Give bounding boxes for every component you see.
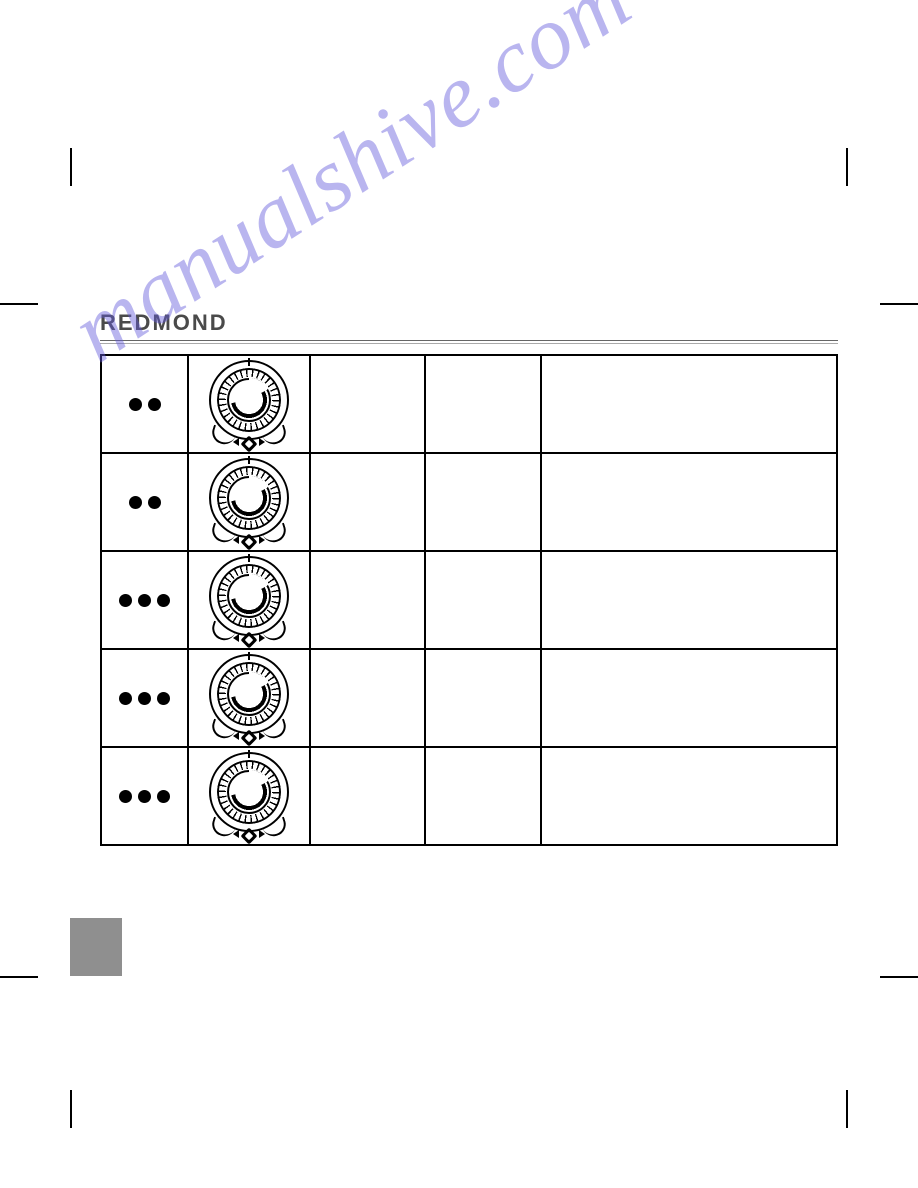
- dial-cell: [188, 453, 310, 551]
- level-dots-cell: [101, 747, 188, 845]
- empty-cell: [541, 747, 837, 845]
- dot-icon: [119, 692, 132, 705]
- level-dots-cell: [101, 649, 188, 747]
- level-indicator: [102, 594, 187, 607]
- brand-logo-text: REDMOND: [100, 310, 838, 336]
- rotary-dial-icon: [199, 750, 299, 842]
- crop-mark: [846, 148, 848, 186]
- dot-icon: [119, 790, 132, 803]
- empty-cell: [425, 649, 541, 747]
- dial-cell: [188, 355, 310, 453]
- level-indicator: [102, 790, 187, 803]
- rotary-dial-icon: [199, 554, 299, 646]
- page-content: REDMOND: [80, 310, 838, 846]
- empty-cell: [425, 355, 541, 453]
- page-number-block: [70, 918, 122, 976]
- level-dots-cell: [101, 355, 188, 453]
- crop-mark: [880, 303, 918, 305]
- empty-cell: [541, 453, 837, 551]
- empty-cell: [425, 453, 541, 551]
- empty-cell: [541, 551, 837, 649]
- empty-cell: [425, 551, 541, 649]
- dot-icon: [157, 594, 170, 607]
- dot-icon: [157, 790, 170, 803]
- empty-cell: [310, 453, 426, 551]
- empty-cell: [310, 649, 426, 747]
- empty-cell: [310, 355, 426, 453]
- empty-cell: [310, 551, 426, 649]
- dot-icon: [129, 398, 142, 411]
- crop-mark: [70, 1090, 72, 1128]
- rotary-dial-icon: [199, 652, 299, 744]
- crop-mark: [70, 148, 72, 186]
- level-indicator: [102, 692, 187, 705]
- dot-icon: [157, 692, 170, 705]
- empty-cell: [541, 355, 837, 453]
- level-dots-cell: [101, 551, 188, 649]
- rotary-dial-icon: [199, 358, 299, 450]
- table-row: [101, 551, 837, 649]
- dot-icon: [138, 594, 151, 607]
- crop-mark: [0, 976, 38, 978]
- table-row: [101, 747, 837, 845]
- crop-mark: [880, 976, 918, 978]
- dot-icon: [138, 692, 151, 705]
- level-indicator: [102, 496, 187, 509]
- crop-mark: [0, 303, 38, 305]
- table-row: [101, 355, 837, 453]
- dot-icon: [148, 398, 161, 411]
- level-dots-cell: [101, 453, 188, 551]
- table-row: [101, 453, 837, 551]
- crop-mark: [846, 1090, 848, 1128]
- empty-cell: [425, 747, 541, 845]
- table-row: [101, 649, 837, 747]
- dial-cell: [188, 649, 310, 747]
- dot-icon: [148, 496, 161, 509]
- dot-icon: [119, 594, 132, 607]
- empty-cell: [541, 649, 837, 747]
- header-rule: [100, 340, 838, 344]
- settings-table: [100, 354, 838, 846]
- rotary-dial-icon: [199, 456, 299, 548]
- level-indicator: [102, 398, 187, 411]
- dial-cell: [188, 551, 310, 649]
- dial-cell: [188, 747, 310, 845]
- dot-icon: [138, 790, 151, 803]
- empty-cell: [310, 747, 426, 845]
- dot-icon: [129, 496, 142, 509]
